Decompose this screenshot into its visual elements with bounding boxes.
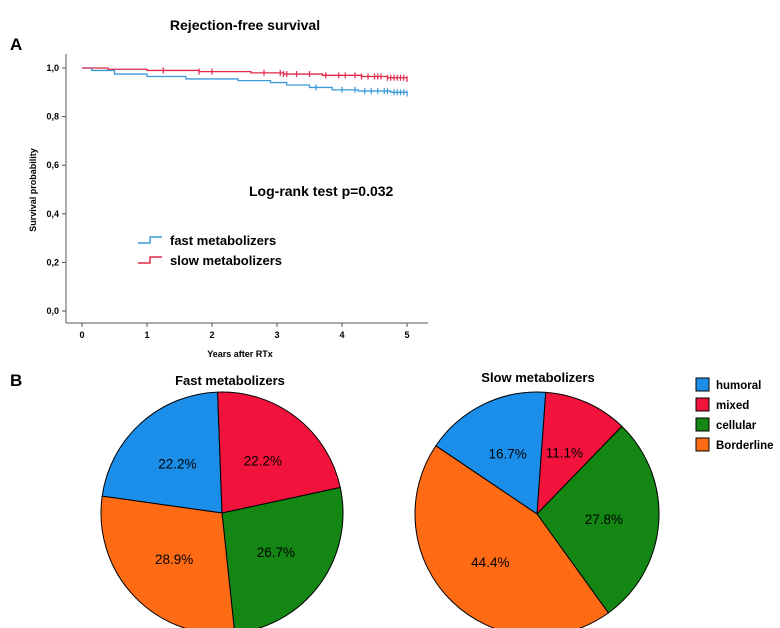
km-y-tick-label: 0,8: [46, 112, 59, 122]
pie-slice-humoral: [435, 391, 547, 515]
pie-slice-label: 16.7%: [489, 447, 527, 462]
panel-b-label: B: [10, 371, 22, 390]
km-x-tick-label: 3: [274, 330, 279, 340]
km-x-tick-label: 5: [404, 330, 409, 340]
panel-a-label: A: [10, 35, 22, 54]
km-chart-title: Rejection-free survival: [170, 17, 320, 33]
pie-slice-humoral: [101, 391, 223, 514]
km-x-tick-label: 0: [79, 330, 84, 340]
km-y-tick-label: 0,2: [46, 257, 59, 267]
km-annotation: Log-rank test p=0.032: [249, 183, 394, 199]
pie-slice-label: 26.7%: [257, 545, 295, 560]
km-x-tick-label: 4: [339, 330, 344, 340]
pie-slice-borderline: [414, 445, 610, 628]
km-x-tick-label: 1: [144, 330, 149, 340]
pie-fast: 22.2% 22.2% 26.7% 28.9%: [100, 391, 344, 628]
km-x-axis-label: Years after RTx: [207, 349, 273, 359]
pie-slice-mixed: [536, 391, 623, 516]
km-legend-label: fast metabolizers: [170, 233, 276, 248]
km-plot: 0 1 2 3 4 5 0,0 0,2 0,4 0,6 0,8 1,0 fast metabolizer…: [46, 54, 428, 340]
legend-label: cellular: [716, 420, 757, 432]
pie-slice-borderline: [100, 495, 235, 628]
legend-label: humoral: [716, 380, 761, 392]
pie-slice-label: 11.1%: [546, 446, 583, 461]
km-legend-swatch: [138, 236, 162, 244]
km-legend-swatch: [138, 256, 162, 264]
pie-slice-label: 28.9%: [155, 552, 193, 567]
pie-slice-label: 22.2%: [244, 453, 282, 468]
km-y-tick-label: 1,0: [46, 63, 59, 73]
pie-fast-title: Fast metabolizers: [175, 373, 285, 388]
legend-label: Borderline: [716, 440, 774, 452]
pie-slice-label: 44.4%: [471, 555, 509, 570]
km-y-tick-label: 0,0: [46, 306, 59, 316]
pie-slow-title: Slow metabolizers: [481, 370, 594, 385]
legend-swatch-borderline: [695, 437, 710, 452]
pie-slice-cellular: [536, 425, 660, 614]
pie-slice-label: 27.8%: [585, 512, 623, 527]
pie-slice-mixed: [217, 391, 341, 514]
km-series-line: [82, 67, 408, 94]
km-y-tick-label: 0,6: [46, 160, 59, 170]
legend-swatch-mixed: [695, 397, 710, 412]
pie-legend: humoral mixed cellular Borderline: [695, 377, 774, 452]
legend-label: mixed: [716, 400, 749, 412]
km-legend-label: slow metabolizers: [170, 253, 282, 268]
km-y-axis-label: Survival probability: [28, 148, 38, 232]
km-x-tick-label: 2: [209, 330, 214, 340]
pie-slice-cellular: [221, 486, 344, 628]
pie-slice-label: 22.2%: [158, 457, 196, 472]
legend-swatch-humoral: [695, 377, 710, 392]
pie-slow: 16.7% 11.1% 27.8% 44.4%: [414, 391, 660, 628]
km-y-tick-label: 0,4: [46, 209, 59, 219]
legend-swatch-cellular: [695, 417, 710, 432]
